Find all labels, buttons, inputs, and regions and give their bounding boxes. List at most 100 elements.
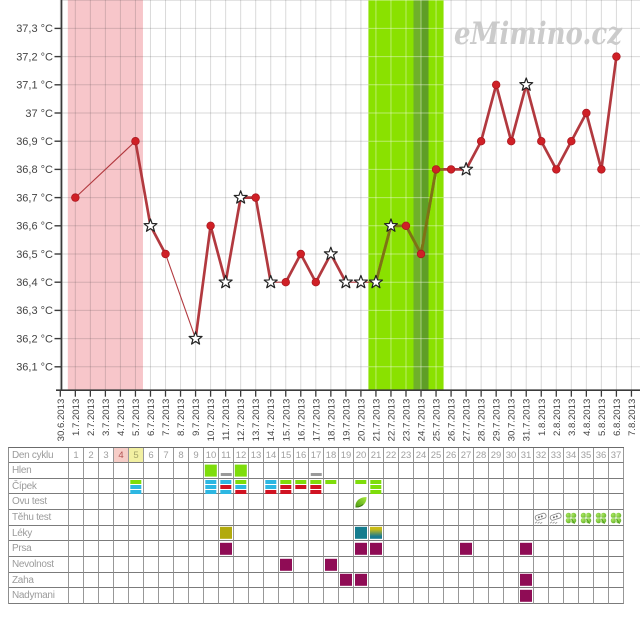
zaha-day-10[interactable] xyxy=(204,573,219,588)
t-hu-test-day-29[interactable] xyxy=(489,510,504,526)
prsa-day-31[interactable] xyxy=(519,541,534,557)
nevolnost-day-11[interactable] xyxy=(219,557,234,573)
zaha-day-32[interactable] xyxy=(534,573,549,588)
nevolnost-day-31[interactable] xyxy=(519,557,534,573)
den-cyklu-day-32[interactable]: 32 xyxy=(534,448,549,463)
hlen-day-6[interactable] xyxy=(144,463,159,479)
ovu-test-day-22[interactable] xyxy=(384,494,399,510)
nadymani-day-16[interactable] xyxy=(294,588,309,604)
-pek-day-23[interactable] xyxy=(399,479,414,494)
prsa-day-20[interactable] xyxy=(354,541,369,557)
-pek-day-37[interactable] xyxy=(609,479,624,494)
nevolnost-day-6[interactable] xyxy=(144,557,159,573)
-pek-day-13[interactable] xyxy=(249,479,264,494)
t-hu-test-day-14[interactable] xyxy=(264,510,279,526)
prsa-day-30[interactable] xyxy=(504,541,519,557)
nevolnost-day-34[interactable] xyxy=(564,557,579,573)
prsa-day-13[interactable] xyxy=(249,541,264,557)
-pek-day-35[interactable] xyxy=(579,479,594,494)
zaha-day-19[interactable] xyxy=(339,573,354,588)
ovu-test-day-31[interactable] xyxy=(519,494,534,510)
prsa-day-19[interactable] xyxy=(339,541,354,557)
nadymani-day-9[interactable] xyxy=(189,588,204,604)
nevolnost-day-24[interactable] xyxy=(414,557,429,573)
t-hu-test-day-25[interactable] xyxy=(429,510,444,526)
hlen-day-28[interactable] xyxy=(474,463,489,479)
den-cyklu-day-11[interactable]: 11 xyxy=(219,448,234,463)
-pek-day-18[interactable] xyxy=(324,479,339,494)
zaha-day-30[interactable] xyxy=(504,573,519,588)
den-cyklu-day-23[interactable]: 23 xyxy=(399,448,414,463)
zaha-day-13[interactable] xyxy=(249,573,264,588)
hlen-day-33[interactable] xyxy=(549,463,564,479)
-pek-day-12[interactable] xyxy=(234,479,249,494)
prsa-day-21[interactable] xyxy=(369,541,384,557)
zaha-day-15[interactable] xyxy=(279,573,294,588)
-pek-day-5[interactable] xyxy=(129,479,144,494)
prsa-day-25[interactable] xyxy=(429,541,444,557)
ovu-test-day-16[interactable] xyxy=(294,494,309,510)
nadymani-day-10[interactable] xyxy=(204,588,219,604)
ovu-test-day-3[interactable] xyxy=(99,494,114,510)
nadymani-day-32[interactable] xyxy=(534,588,549,604)
l-ky-day-34[interactable] xyxy=(564,526,579,541)
ovu-test-day-10[interactable] xyxy=(204,494,219,510)
-pek-day-22[interactable] xyxy=(384,479,399,494)
l-ky-day-33[interactable] xyxy=(549,526,564,541)
den-cyklu-day-13[interactable]: 13 xyxy=(249,448,264,463)
nadymani-day-6[interactable] xyxy=(144,588,159,604)
zaha-day-25[interactable] xyxy=(429,573,444,588)
zaha-day-31[interactable] xyxy=(519,573,534,588)
nevolnost-day-13[interactable] xyxy=(249,557,264,573)
hlen-day-17[interactable] xyxy=(309,463,324,479)
den-cyklu-day-36[interactable]: 36 xyxy=(594,448,609,463)
zaha-day-35[interactable] xyxy=(579,573,594,588)
l-ky-day-26[interactable] xyxy=(444,526,459,541)
prsa-day-23[interactable] xyxy=(399,541,414,557)
nevolnost-day-5[interactable] xyxy=(129,557,144,573)
prsa-day-29[interactable] xyxy=(489,541,504,557)
den-cyklu-day-35[interactable]: 35 xyxy=(579,448,594,463)
hlen-day-31[interactable] xyxy=(519,463,534,479)
t-hu-test-day-18[interactable] xyxy=(324,510,339,526)
nevolnost-day-23[interactable] xyxy=(399,557,414,573)
prsa-day-34[interactable] xyxy=(564,541,579,557)
den-cyklu-day-1[interactable]: 1 xyxy=(69,448,84,463)
nadymani-day-28[interactable] xyxy=(474,588,489,604)
hlen-day-23[interactable] xyxy=(399,463,414,479)
-pek-day-1[interactable] xyxy=(69,479,84,494)
t-hu-test-day-24[interactable] xyxy=(414,510,429,526)
zaha-day-12[interactable] xyxy=(234,573,249,588)
nadymani-day-7[interactable] xyxy=(159,588,174,604)
t-hu-test-day-31[interactable] xyxy=(519,510,534,526)
zaha-day-2[interactable] xyxy=(84,573,99,588)
nadymani-day-35[interactable] xyxy=(579,588,594,604)
nevolnost-day-18[interactable] xyxy=(324,557,339,573)
prsa-day-7[interactable] xyxy=(159,541,174,557)
zaha-day-23[interactable] xyxy=(399,573,414,588)
-pek-day-28[interactable] xyxy=(474,479,489,494)
nadymani-day-24[interactable] xyxy=(414,588,429,604)
-pek-day-14[interactable] xyxy=(264,479,279,494)
nevolnost-day-21[interactable] xyxy=(369,557,384,573)
nadymani-day-12[interactable] xyxy=(234,588,249,604)
nevolnost-day-36[interactable] xyxy=(594,557,609,573)
nadymani-day-26[interactable] xyxy=(444,588,459,604)
nadymani-day-13[interactable] xyxy=(249,588,264,604)
prsa-day-6[interactable] xyxy=(144,541,159,557)
l-ky-day-2[interactable] xyxy=(84,526,99,541)
t-hu-test-day-12[interactable] xyxy=(234,510,249,526)
nevolnost-day-10[interactable] xyxy=(204,557,219,573)
t-hu-test-day-9[interactable] xyxy=(189,510,204,526)
den-cyklu-day-28[interactable]: 28 xyxy=(474,448,489,463)
t-hu-test-day-35[interactable] xyxy=(579,510,594,526)
prsa-day-36[interactable] xyxy=(594,541,609,557)
hlen-day-36[interactable] xyxy=(594,463,609,479)
hlen-day-27[interactable] xyxy=(459,463,474,479)
nevolnost-day-2[interactable] xyxy=(84,557,99,573)
-pek-day-29[interactable] xyxy=(489,479,504,494)
prsa-day-37[interactable] xyxy=(609,541,624,557)
den-cyklu-day-25[interactable]: 25 xyxy=(429,448,444,463)
-pek-day-24[interactable] xyxy=(414,479,429,494)
ovu-test-day-25[interactable] xyxy=(429,494,444,510)
